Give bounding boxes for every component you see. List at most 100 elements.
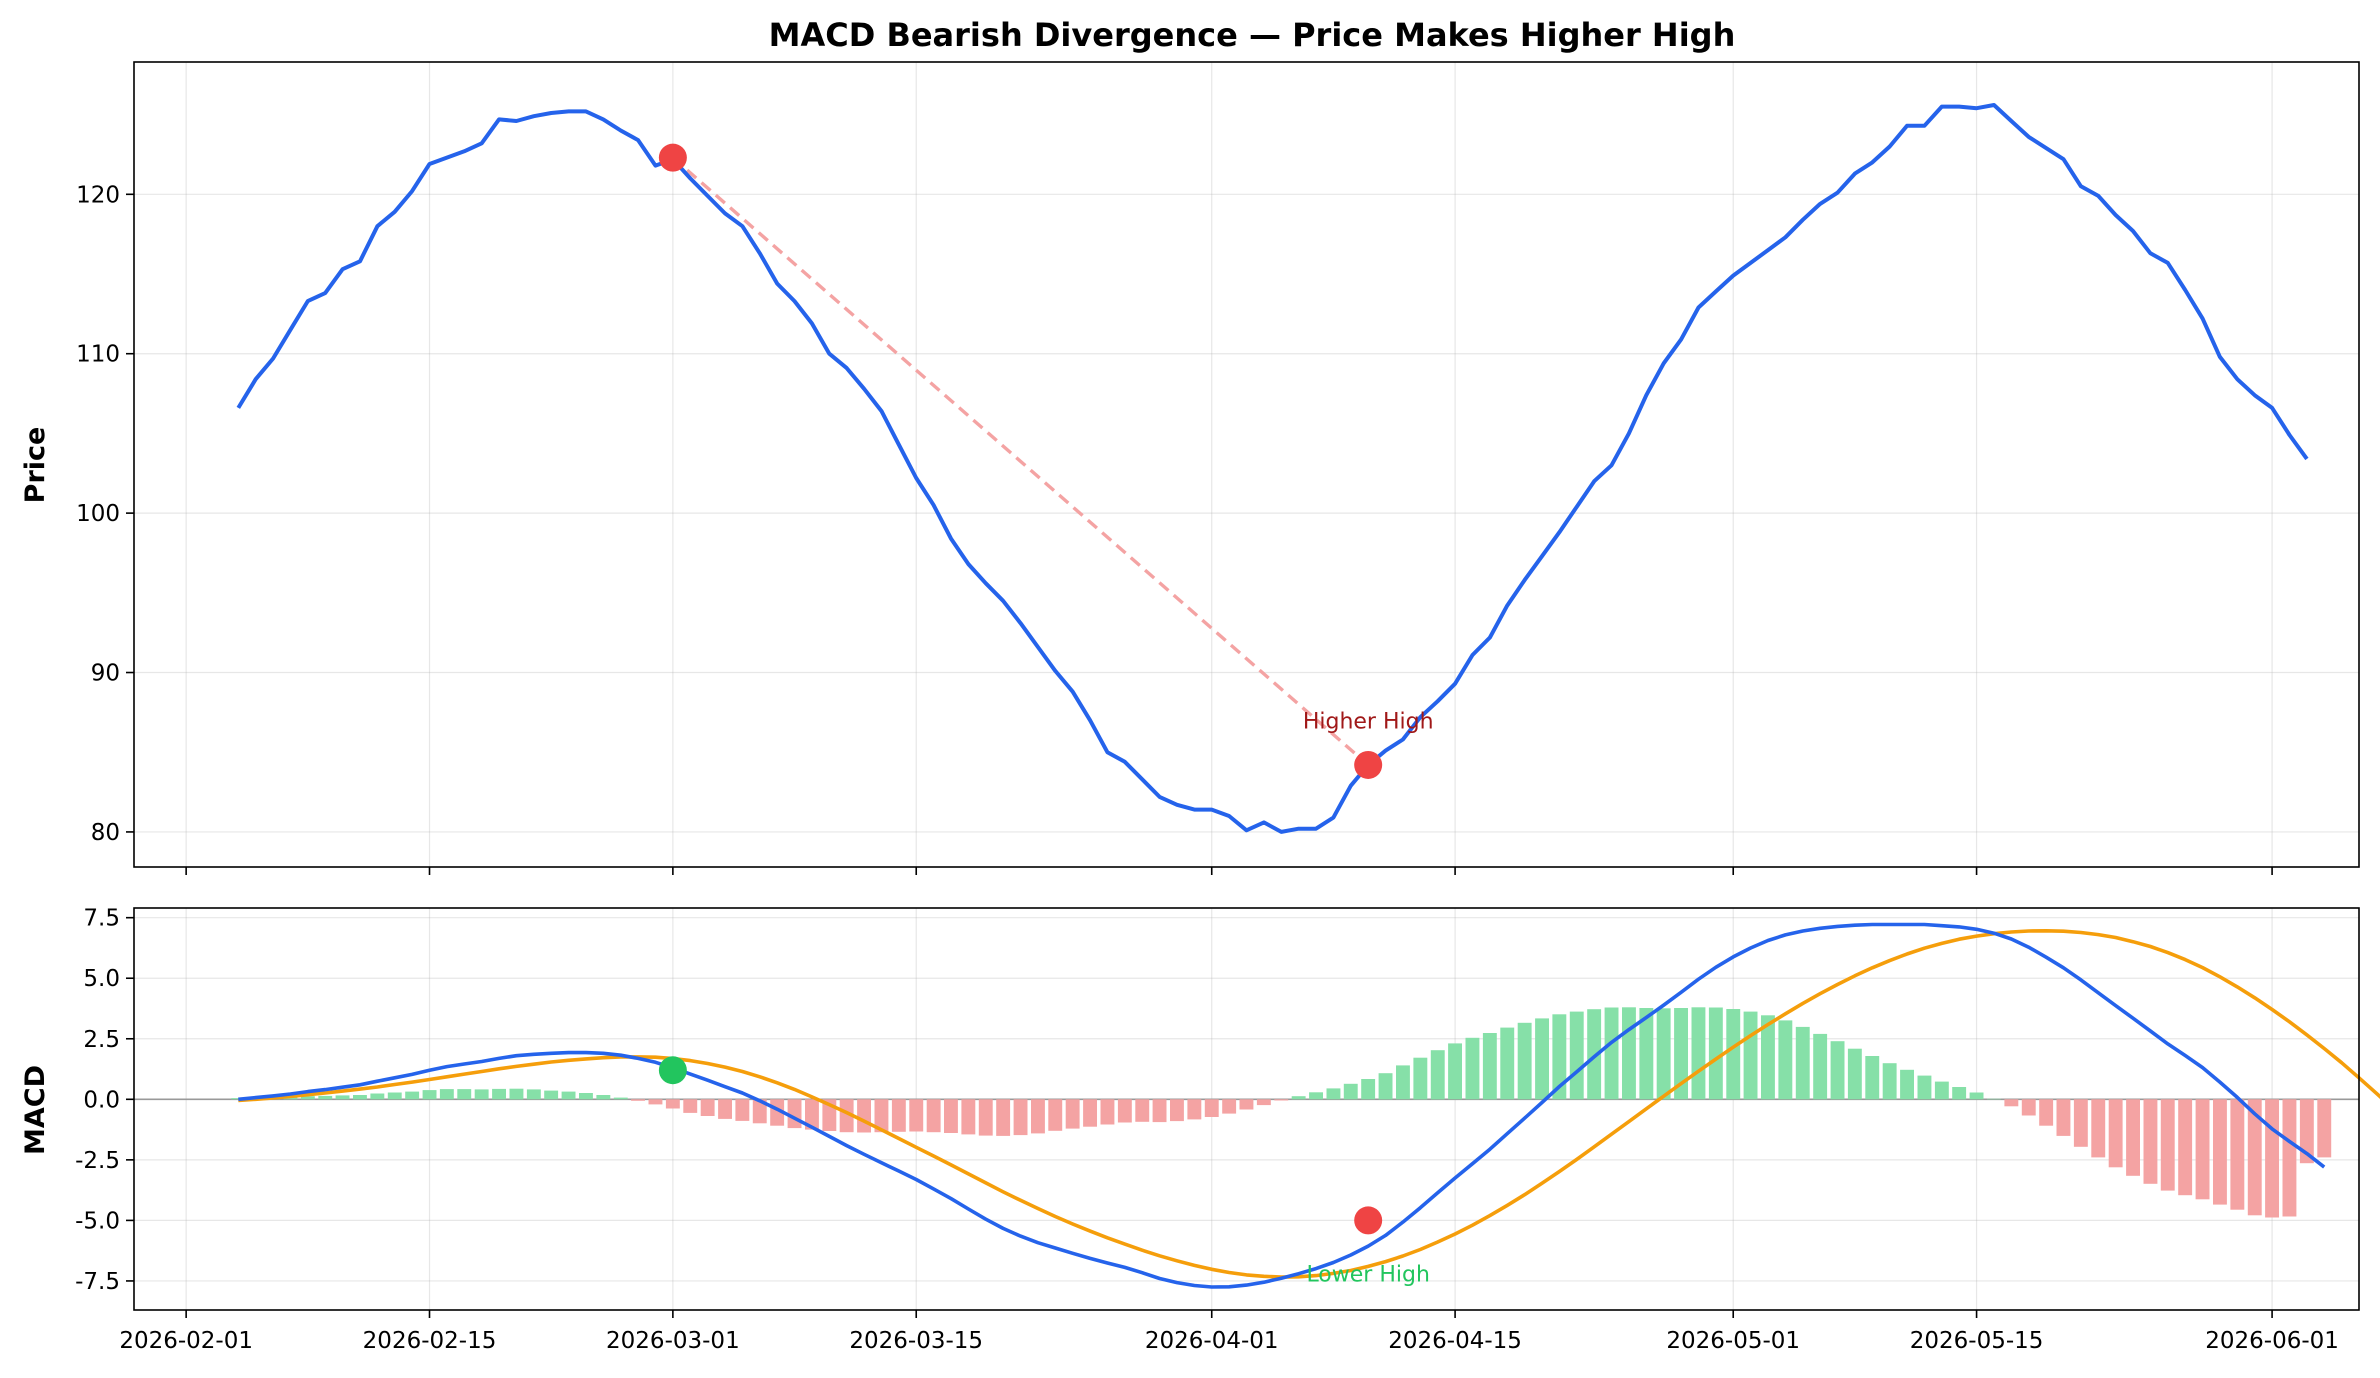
histogram-bar <box>1396 1065 1410 1100</box>
histogram-bar <box>387 1092 402 1100</box>
histogram-bar <box>1934 1081 1949 1100</box>
price-y-tick-label: 120 <box>76 182 120 208</box>
histogram-bar <box>1135 1099 1150 1122</box>
histogram-bar <box>1656 1008 1671 1100</box>
histogram-bar <box>1778 1020 1793 1100</box>
histogram-bar <box>474 1089 489 1100</box>
histogram-bar <box>752 1099 767 1124</box>
histogram-bar <box>1987 1098 2001 1100</box>
signal-series-line <box>238 929 2380 1279</box>
histogram-bar <box>457 1089 472 1100</box>
price-y-tick-label: 80 <box>91 820 120 846</box>
histogram-bar <box>1100 1099 1115 1125</box>
price-peak-marker <box>1354 750 1383 779</box>
histogram-bar <box>2126 1099 2140 1176</box>
price-plot-frame <box>133 61 2360 868</box>
histogram-bar <box>335 1095 350 1100</box>
x-tick-label: 2026-03-01 <box>606 1328 740 1354</box>
histogram-bar <box>2108 1099 2123 1168</box>
macd-histogram <box>231 1007 2332 1218</box>
macd-y-tick-label: -5.0 <box>75 1208 120 1234</box>
histogram-bar <box>1865 1056 1880 1100</box>
histogram-bar <box>1031 1099 1045 1134</box>
histogram-bar <box>1847 1048 1862 1100</box>
histogram-bar <box>700 1099 715 1116</box>
histogram-bar <box>1343 1083 1358 1100</box>
histogram-bar <box>1882 1063 1897 1100</box>
x-tick-label: 2026-05-01 <box>1666 1328 1800 1354</box>
x-tick-label: 2026-02-15 <box>363 1328 497 1354</box>
price-grid <box>134 62 2359 867</box>
price-series-line <box>236 103 2309 834</box>
lower-high-annotation: Lower High <box>1306 1263 1429 1288</box>
histogram-bar <box>2004 1099 2019 1107</box>
histogram-bar <box>1378 1073 1393 1100</box>
price-y-tick-label: 110 <box>76 342 120 368</box>
histogram-bar <box>370 1093 385 1100</box>
histogram-bar <box>1256 1099 1271 1106</box>
histogram-bar <box>1708 1007 1723 1100</box>
histogram-bar <box>613 1097 628 1100</box>
histogram-bar <box>492 1088 506 1100</box>
macd-y-tick-label: 7.5 <box>83 906 120 932</box>
histogram-bar <box>2230 1099 2245 1210</box>
histogram-bar <box>1222 1099 1237 1114</box>
histogram-bar <box>544 1090 559 1100</box>
histogram-bar <box>2195 1099 2210 1200</box>
histogram-bar <box>1013 1099 1028 1136</box>
histogram-bar <box>1448 1043 1462 1100</box>
histogram-bar <box>1239 1099 1254 1110</box>
histogram-bar <box>648 1099 663 1105</box>
price-peak-marker <box>658 143 687 172</box>
x-tick-label: 2026-04-01 <box>1145 1328 1279 1354</box>
macd-markers <box>658 1056 1383 1235</box>
histogram-bar <box>1274 1099 1289 1101</box>
histogram-bar <box>926 1099 941 1133</box>
x-tick-label: 2026-04-15 <box>1388 1328 1522 1354</box>
macd-peak-marker <box>658 1056 687 1085</box>
histogram-bar <box>1517 1022 1532 1100</box>
macd-y-tick-label: 2.5 <box>83 1027 120 1053</box>
histogram-bar <box>1465 1037 1480 1100</box>
macd-plot-frame <box>133 907 2360 1311</box>
histogram-bar <box>909 1099 924 1132</box>
price-panel: Higher High 80 90 100 110 120 Price <box>20 61 2360 875</box>
histogram-bar <box>1482 1033 1497 1100</box>
macd-y-tick-label: 0.0 <box>83 1087 120 1113</box>
histogram-bar <box>683 1099 698 1113</box>
histogram-bar <box>1204 1099 1219 1117</box>
histogram-bar <box>318 1095 333 1100</box>
histogram-bar <box>2299 1099 2314 1164</box>
histogram-bar <box>1187 1099 1202 1120</box>
histogram-bar <box>561 1091 576 1100</box>
histogram-bar <box>874 1099 889 1133</box>
histogram-bar <box>439 1089 454 1100</box>
chart-title: MACD Bearish Divergence — Price Makes Hi… <box>769 16 1736 54</box>
histogram-bar <box>857 1099 871 1133</box>
macd-x-ticks: 2026-02-01 2026-02-15 2026-03-01 2026-03-15… <box>119 1310 2339 1354</box>
x-tick-label: 2026-02-01 <box>119 1328 253 1354</box>
macd-y-tick-label: -2.5 <box>75 1148 120 1174</box>
histogram-bar <box>2265 1099 2279 1218</box>
histogram-bar <box>2317 1099 2332 1158</box>
macd-y-tick-label: -7.5 <box>75 1269 120 1295</box>
histogram-bar <box>1917 1075 1932 1100</box>
macd-peak-marker <box>1354 1206 1383 1235</box>
histogram-bar <box>1500 1027 1515 1100</box>
x-tick-label: 2026-06-01 <box>2205 1328 2339 1354</box>
price-divergence-line <box>671 156 1370 767</box>
histogram-bar <box>2282 1099 2297 1217</box>
histogram-bar <box>735 1099 750 1121</box>
histogram-bar <box>596 1095 611 1100</box>
price-x-ticks <box>185 867 2273 875</box>
histogram-bar <box>1083 1099 1097 1127</box>
histogram-bar <box>1795 1026 1810 1100</box>
histogram-bar <box>1726 1009 1741 1100</box>
higher-high-annotation: Higher High <box>1303 709 1434 734</box>
macd-y-tick-label: 5.0 <box>83 966 120 992</box>
histogram-bar <box>1639 1008 1654 1100</box>
histogram-bar <box>1552 1014 1567 1100</box>
histogram-bar <box>1326 1088 1341 1100</box>
histogram-bar <box>1587 1009 1602 1100</box>
